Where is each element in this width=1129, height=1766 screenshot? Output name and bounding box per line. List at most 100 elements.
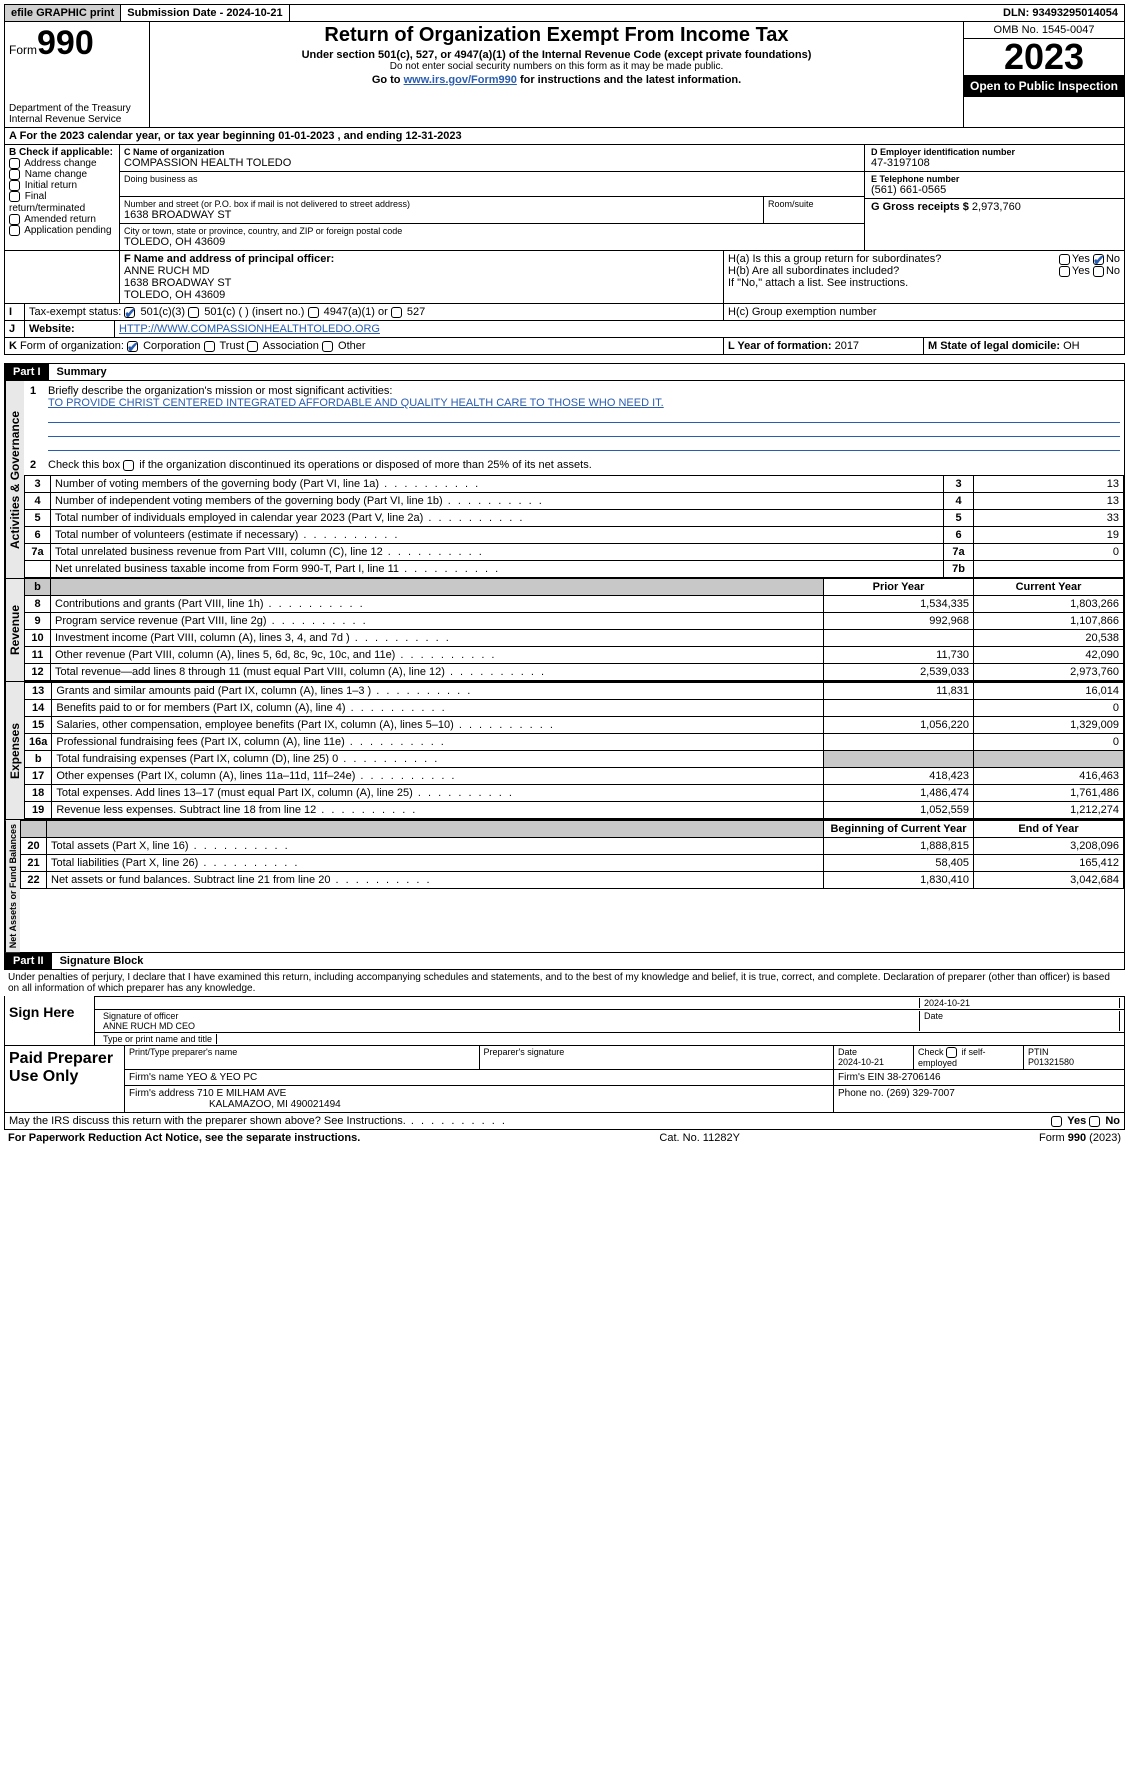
- submission-date: Submission Date - 2024-10-21: [121, 5, 289, 21]
- subtitle-section: Under section 501(c), 527, or 4947(a)(1)…: [154, 49, 959, 61]
- paid-preparer-label: Paid Preparer Use Only: [5, 1046, 125, 1112]
- table-row: 12Total revenue—add lines 8 through 11 (…: [25, 664, 1124, 681]
- table-row: 16aProfessional fundraising fees (Part I…: [25, 734, 1124, 751]
- table-row: 8Contributions and grants (Part VIII, li…: [25, 596, 1124, 613]
- page-footer: For Paperwork Reduction Act Notice, see …: [4, 1130, 1125, 1146]
- table-row: 18Total expenses. Add lines 13–17 (must …: [25, 785, 1124, 802]
- firm-phone: (269) 329-7007: [886, 1088, 954, 1099]
- firm-name: YEO & YEO PC: [186, 1072, 257, 1083]
- revenue-table: b Prior Year Current Year 8Contributions…: [24, 579, 1124, 681]
- vlabel-exp: Expenses: [5, 682, 24, 819]
- sign-here-label: Sign Here: [5, 996, 95, 1045]
- net-assets-table: Beginning of Current Year End of Year 20…: [20, 820, 1124, 889]
- self-employed-checkbox[interactable]: [946, 1047, 957, 1058]
- form-org-row: K Form of organization: Corporation Trus…: [4, 338, 1125, 355]
- box-b: B Check if applicable: Address change Na…: [5, 145, 120, 250]
- instructions-link-row: Go to www.irs.gov/Form990 for instructio…: [154, 74, 959, 86]
- street-address: 1638 BROADWAY ST: [124, 209, 759, 221]
- form-number: Form990: [9, 24, 145, 63]
- 4947-checkbox[interactable]: [308, 307, 319, 318]
- table-row: 10Investment income (Part VIII, column (…: [25, 630, 1124, 647]
- group-yes-checkbox[interactable]: [1059, 254, 1070, 265]
- table-row: 13Grants and similar amounts paid (Part …: [25, 683, 1124, 700]
- table-row: 3Number of voting members of the governi…: [25, 476, 1124, 493]
- website-link[interactable]: HTTP://WWW.COMPASSIONHEALTHTOLEDO.ORG: [119, 323, 380, 335]
- amended-checkbox[interactable]: [9, 214, 20, 225]
- ein: 47-3197108: [871, 157, 1118, 169]
- mission-text[interactable]: TO PROVIDE CHRIST CENTERED INTEGRATED AF…: [48, 397, 664, 409]
- perjury-statement: Under penalties of perjury, I declare th…: [4, 970, 1125, 996]
- officer-sig-name: ANNE RUCH MD CEO: [103, 1021, 195, 1031]
- initial-return-checkbox[interactable]: [9, 180, 20, 191]
- officer-name: ANNE RUCH MD: [124, 265, 719, 277]
- part-1-header: Part ISummary: [4, 363, 1125, 381]
- trust-checkbox[interactable]: [204, 341, 215, 352]
- subs-no-checkbox[interactable]: [1093, 266, 1104, 277]
- app-pending-checkbox[interactable]: [9, 225, 20, 236]
- ptin: P01321580: [1028, 1057, 1074, 1067]
- gross-receipts: 2,973,760: [972, 201, 1021, 213]
- tax-status-row: I Tax-exempt status: 501(c)(3) 501(c) ( …: [4, 304, 1125, 321]
- website-row: J Website: HTTP://WWW.COMPASSIONHEALTHTO…: [4, 321, 1125, 338]
- 501c3-checkbox[interactable]: [124, 307, 135, 318]
- signature-block: Sign Here 2024-10-21 Signature of office…: [4, 996, 1125, 1113]
- table-row: 5Total number of individuals employed in…: [25, 510, 1124, 527]
- revenue-section: Revenue b Prior Year Current Year 8Contr…: [4, 579, 1125, 682]
- discuss-yes-checkbox[interactable]: [1051, 1116, 1062, 1127]
- addr-change-checkbox[interactable]: [9, 158, 20, 169]
- table-row: 19Revenue less expenses. Subtract line 1…: [25, 802, 1124, 819]
- top-bar: efile GRAPHIC print Submission Date - 20…: [4, 4, 1125, 22]
- box-d-e-g: D Employer identification number 47-3197…: [864, 145, 1124, 250]
- officer-group-row: F Name and address of principal officer:…: [4, 251, 1125, 304]
- telephone: (561) 661-0565: [871, 184, 1118, 196]
- activities-governance: Activities & Governance 1 Briefly descri…: [4, 381, 1125, 579]
- table-row: 9Program service revenue (Part VIII, lin…: [25, 613, 1124, 630]
- table-row: 11Other revenue (Part VIII, column (A), …: [25, 647, 1124, 664]
- table-row: 15Salaries, other compensation, employee…: [25, 717, 1124, 734]
- irs-gov-link[interactable]: www.irs.gov/Form990: [404, 74, 517, 86]
- state-domicile: OH: [1063, 340, 1080, 352]
- firm-ein: 38-2706146: [887, 1072, 940, 1083]
- net-assets-section: Net Assets or Fund Balances Beginning of…: [4, 820, 1125, 953]
- corp-checkbox[interactable]: [127, 341, 138, 352]
- discuss-row: May the IRS discuss this return with the…: [4, 1113, 1125, 1130]
- name-change-checkbox[interactable]: [9, 169, 20, 180]
- dln: DLN: 93493295014054: [997, 5, 1124, 21]
- gov-table: 3Number of voting members of the governi…: [24, 475, 1124, 578]
- expenses-section: Expenses 13Grants and similar amounts pa…: [4, 682, 1125, 820]
- part-2-header: Part IISignature Block: [4, 953, 1125, 970]
- discuss-no-checkbox[interactable]: [1089, 1116, 1100, 1127]
- 501c-checkbox[interactable]: [188, 307, 199, 318]
- table-row: 6Total number of volunteers (estimate if…: [25, 527, 1124, 544]
- group-no-checkbox[interactable]: [1093, 254, 1104, 265]
- table-row: 14Benefits paid to or for members (Part …: [25, 700, 1124, 717]
- final-return-checkbox[interactable]: [9, 191, 20, 202]
- org-name: COMPASSION HEALTH TOLEDO: [124, 157, 860, 169]
- box-c: C Name of organization COMPASSION HEALTH…: [120, 145, 864, 250]
- expenses-table: 13Grants and similar amounts paid (Part …: [24, 682, 1124, 819]
- efile-print[interactable]: efile GRAPHIC print: [5, 5, 121, 21]
- table-row: 20Total assets (Part X, line 16)1,888,81…: [21, 838, 1124, 855]
- tax-period: A For the 2023 calendar year, or tax yea…: [4, 128, 1125, 145]
- table-row: 22Net assets or fund balances. Subtract …: [21, 872, 1124, 889]
- vlabel-rev: Revenue: [5, 579, 24, 681]
- vlabel-gov: Activities & Governance: [5, 381, 24, 578]
- vlabel-na: Net Assets or Fund Balances: [5, 820, 20, 952]
- 527-checkbox[interactable]: [391, 307, 402, 318]
- entity-info: B Check if applicable: Address change Na…: [4, 145, 1125, 251]
- assoc-checkbox[interactable]: [247, 341, 258, 352]
- table-row: 17Other expenses (Part IX, column (A), l…: [25, 768, 1124, 785]
- other-checkbox[interactable]: [322, 341, 333, 352]
- tax-year: 2023: [964, 39, 1124, 75]
- city-state-zip: TOLEDO, OH 43609: [124, 236, 860, 248]
- table-row: bTotal fundraising expenses (Part IX, co…: [25, 751, 1124, 768]
- table-row: 7aTotal unrelated business revenue from …: [25, 544, 1124, 561]
- discontinued-checkbox[interactable]: [123, 460, 134, 471]
- subs-yes-checkbox[interactable]: [1059, 266, 1070, 277]
- table-row: 21Total liabilities (Part X, line 26)58,…: [21, 855, 1124, 872]
- form-header: Form990 Department of the Treasury Inter…: [4, 22, 1125, 128]
- irs-label: Internal Revenue Service: [9, 114, 145, 125]
- form-title: Return of Organization Exempt From Incom…: [154, 24, 959, 47]
- ssn-warning: Do not enter social security numbers on …: [154, 61, 959, 72]
- dept-treasury: Department of the Treasury: [9, 103, 145, 114]
